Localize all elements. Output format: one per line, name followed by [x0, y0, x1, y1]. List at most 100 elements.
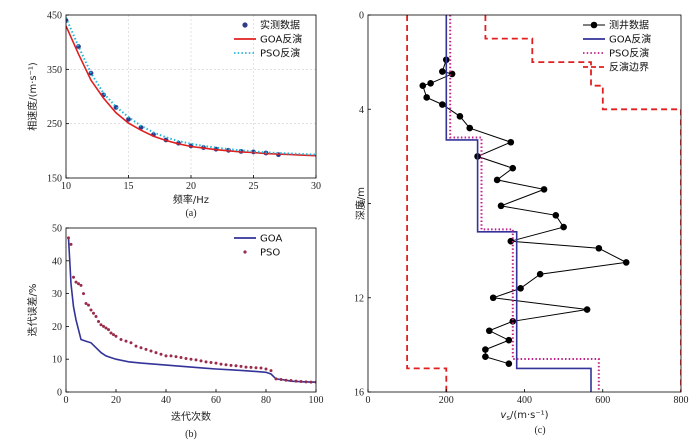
data-point [82, 292, 85, 296]
y-tick-label: 40 [52, 256, 62, 267]
y-tick-label: 0 [57, 388, 62, 399]
data-point [72, 275, 75, 279]
y-axis-label: 深度/m [354, 187, 367, 220]
data-point [139, 346, 143, 350]
legend-label: PSO反演 [609, 47, 649, 60]
data-point [169, 354, 173, 358]
data-point [99, 323, 103, 327]
y-tick-label: 16 [354, 388, 364, 399]
data-point [595, 244, 603, 252]
legend-label: GOA反演 [260, 33, 302, 46]
y-tick-label: 10 [52, 355, 62, 366]
data-point [92, 311, 95, 315]
series-line-反演边界 [484, 15, 681, 392]
data-point [489, 294, 497, 302]
legend-label: PSO反演 [260, 47, 300, 60]
data-point [259, 366, 263, 370]
data-point [239, 364, 243, 368]
data-point [419, 82, 427, 89]
data-point [509, 164, 517, 172]
series-group [67, 236, 316, 384]
data-point [199, 359, 203, 363]
chart-a: 10 15 20 25 30 150 250 350 450 频率/Hz 相速度/(m·s⁻¹) (a… [26, 11, 321, 220]
data-point [482, 353, 489, 360]
data-point [184, 357, 188, 361]
data-point [209, 360, 213, 364]
data-point [77, 282, 80, 286]
data-point [536, 270, 544, 278]
x-tick-label: 600 [595, 395, 610, 406]
y-tick-label: 30 [52, 289, 62, 300]
legend-label: GOA [260, 234, 282, 245]
data-point [134, 344, 138, 348]
data-point [269, 369, 273, 373]
series-line-GOA [67, 237, 316, 383]
data-point [427, 80, 434, 87]
data-point [264, 367, 268, 371]
legend-label: 反演边界 [609, 61, 649, 74]
x-tick-label: 0 [64, 395, 69, 406]
data-point [164, 354, 168, 358]
data-point [485, 327, 493, 335]
data-point [299, 380, 303, 384]
x-tick-label: 100 [309, 395, 324, 406]
data-point [466, 124, 474, 132]
data-point [94, 315, 98, 319]
data-point [84, 301, 88, 305]
x-tick-label: 60 [211, 395, 221, 406]
data-point [204, 360, 208, 364]
data-point [224, 363, 228, 367]
data-point [214, 361, 218, 365]
series-line-GOA反演 [445, 15, 592, 392]
x-tick-label: 20 [186, 181, 196, 192]
y-tick-label: 8 [359, 199, 364, 210]
data-point [507, 138, 515, 146]
x-tick-label: 25 [249, 181, 259, 192]
data-point [149, 349, 153, 353]
series-group [66, 17, 316, 158]
data-point [507, 237, 515, 245]
data-point [154, 351, 158, 355]
data-point [552, 211, 560, 219]
data-point [107, 328, 110, 332]
data-point [497, 202, 505, 210]
x-axis-label: 频率/Hz [173, 193, 209, 206]
panel-caption: (b) [185, 429, 197, 440]
data-point [540, 186, 548, 193]
data-point [179, 356, 183, 360]
data-point [229, 363, 233, 367]
y-axis-label: 相速度/(m·s⁻¹) [26, 62, 39, 131]
data-point [194, 358, 198, 362]
data-point [74, 280, 78, 284]
data-point [109, 331, 113, 335]
chart-b: 0 20 40 60 80 100 0 10 20 30 40 50 迭代次数 迭代误差/% (b) GOA P… [26, 224, 324, 441]
legend-label: 测井数据 [609, 19, 649, 32]
data-point [102, 324, 105, 328]
series-line-GOA反演 [66, 25, 316, 157]
data-point [124, 339, 128, 343]
data-point [234, 364, 238, 368]
legend-swatch-marker [590, 21, 598, 29]
data-point [112, 333, 115, 337]
data-point [289, 379, 293, 383]
panel-caption: (a) [185, 208, 196, 219]
y-axis-label: 迭代误差/% [26, 284, 39, 337]
data-point [244, 365, 248, 369]
x-tick-label: 800 [674, 395, 689, 406]
x-tick-label: 30 [311, 181, 321, 192]
data-point [159, 352, 163, 356]
data-point [304, 380, 308, 384]
y-tick-label: 150 [47, 174, 62, 185]
data-point [189, 357, 193, 361]
y-tick-label: 0 [359, 11, 364, 22]
data-point [622, 259, 630, 266]
data-point [482, 346, 489, 353]
data-point [129, 341, 133, 345]
data-point [279, 378, 283, 382]
y-tick-label: 12 [354, 293, 364, 304]
y-tick-label: 4 [359, 105, 364, 116]
data-point [509, 318, 517, 325]
